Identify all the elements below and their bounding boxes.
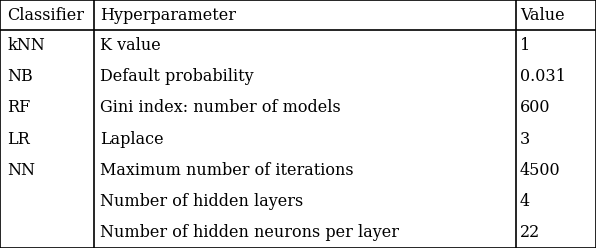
Text: 3: 3 (520, 130, 530, 148)
Text: 22: 22 (520, 224, 540, 241)
Text: 600: 600 (520, 99, 550, 116)
Text: 0.031: 0.031 (520, 68, 566, 85)
Text: 4500: 4500 (520, 162, 560, 179)
Text: Default probability: Default probability (100, 68, 254, 85)
Text: Value: Value (520, 6, 564, 24)
Text: NN: NN (7, 162, 35, 179)
Text: Laplace: Laplace (100, 130, 164, 148)
Text: RF: RF (7, 99, 30, 116)
Text: Number of hidden neurons per layer: Number of hidden neurons per layer (100, 224, 399, 241)
Text: Gini index: number of models: Gini index: number of models (100, 99, 341, 116)
Text: NB: NB (7, 68, 33, 85)
Text: Classifier: Classifier (7, 6, 84, 24)
Text: Number of hidden layers: Number of hidden layers (100, 193, 303, 210)
Text: 1: 1 (520, 37, 530, 54)
Text: LR: LR (7, 130, 30, 148)
Text: 4: 4 (520, 193, 530, 210)
Text: Maximum number of iterations: Maximum number of iterations (100, 162, 354, 179)
Text: kNN: kNN (7, 37, 45, 54)
Text: K value: K value (100, 37, 161, 54)
Text: Hyperparameter: Hyperparameter (100, 6, 236, 24)
